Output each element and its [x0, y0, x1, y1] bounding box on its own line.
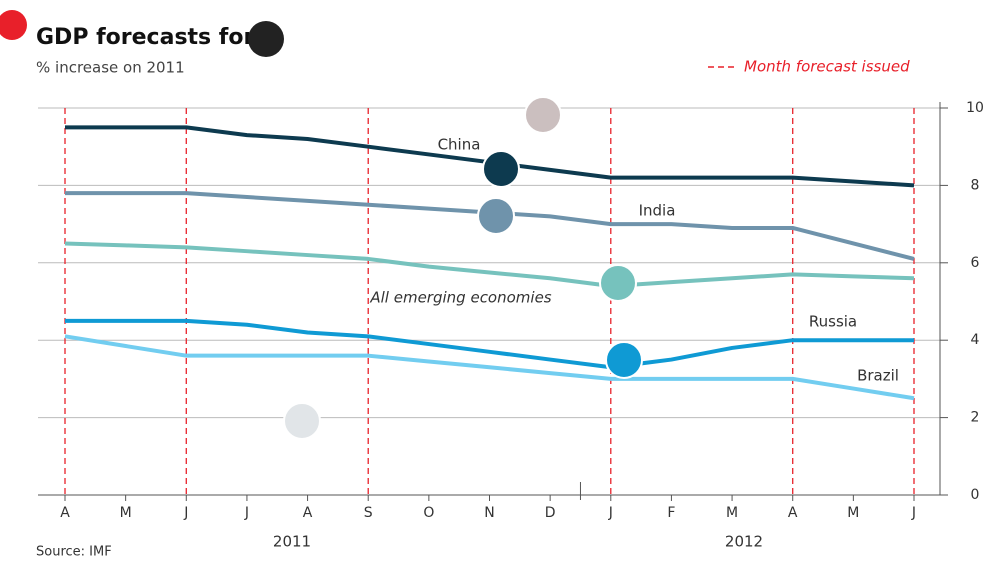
- series-label: All emerging economies: [369, 289, 551, 307]
- series-label: India: [639, 202, 676, 220]
- series-label: China: [438, 136, 481, 154]
- series-line: [64, 334, 915, 401]
- legend-label: Month forecast issued: [744, 58, 910, 76]
- x-tick-label: M: [726, 505, 738, 521]
- x-tick-label: J: [911, 505, 916, 521]
- series-line: [65, 318, 914, 370]
- x-tick-label: D: [545, 505, 556, 521]
- year-label: 2012: [725, 533, 763, 551]
- source: Source: IMF: [36, 545, 112, 560]
- series-label: Russia: [809, 313, 857, 331]
- y-tick-label: 2: [971, 410, 980, 426]
- y-tick-label: 6: [971, 255, 980, 271]
- y-tick-label: 8: [971, 177, 980, 193]
- year-label: 2011: [273, 533, 311, 551]
- y-tick-label: 4: [971, 332, 980, 348]
- x-tick-label: S: [364, 505, 373, 521]
- decor-dot: [248, 21, 284, 57]
- decor-dot: [283, 402, 321, 440]
- decor-dot: [524, 96, 562, 134]
- x-tick-label: A: [60, 505, 70, 521]
- x-tick-label: A: [788, 505, 798, 521]
- x-tick-label: O: [423, 505, 434, 521]
- decor-dot: [605, 341, 643, 379]
- x-tick-label: A: [303, 505, 313, 521]
- decor-dot: [482, 150, 520, 188]
- decor-dot: [0, 10, 27, 40]
- y-tick-label: 0: [971, 487, 980, 503]
- y-tick-label: 10: [966, 100, 984, 116]
- chart-title: GDP forecasts for 2: [36, 25, 277, 50]
- series-label: Brazil: [857, 367, 899, 385]
- x-tick-label: N: [484, 505, 494, 521]
- x-tick-label: F: [667, 505, 675, 521]
- chart-subtitle: % increase on 2011: [36, 59, 185, 77]
- x-tick-label: J: [183, 505, 188, 521]
- x-tick-label: J: [608, 505, 613, 521]
- decor: [283, 96, 562, 440]
- x-tick-label: J: [244, 505, 249, 521]
- x-tick-label: M: [847, 505, 859, 521]
- series-line: [64, 241, 915, 289]
- decor-dot: [477, 197, 515, 235]
- decor-dot: [599, 264, 637, 302]
- x-tick-label: M: [120, 505, 132, 521]
